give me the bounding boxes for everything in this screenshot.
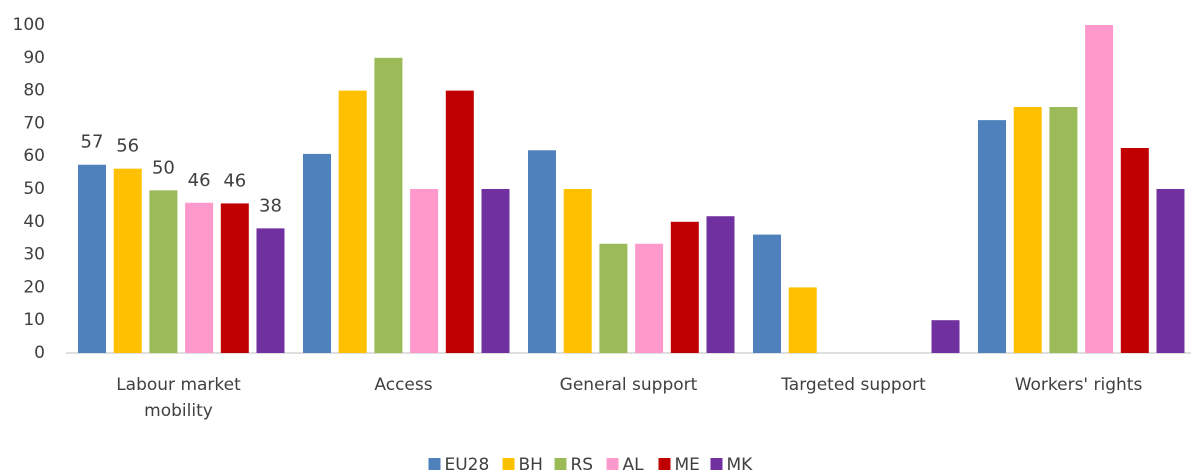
bar [113,168,142,353]
bar [185,202,214,353]
data-label: 46 [223,170,246,191]
bar [753,234,781,353]
bar [528,150,556,353]
y-tick-label: 50 [23,179,45,199]
data-label: 57 [81,132,104,153]
x-tick-label: General support [560,375,698,395]
bar [635,243,664,353]
bar [220,203,249,353]
y-tick-label: 40 [23,212,45,232]
y-tick-label: 10 [23,310,45,330]
legend-label: ME [675,455,700,475]
bar [1049,107,1078,353]
legend-label: MK [727,455,754,475]
bar [1120,148,1149,353]
bar [563,189,592,353]
data-label: 56 [116,136,139,157]
bar [599,243,628,353]
legend-label: AL [623,455,645,475]
y-tick-label: 60 [23,146,45,166]
bar [256,228,285,353]
legend-swatch [502,458,515,470]
bar [978,120,1006,354]
y-tick-label: 30 [23,245,45,265]
bar [1085,25,1114,353]
bar [374,57,403,354]
y-tick-label: 0 [34,343,45,363]
y-tick-label: 20 [23,277,45,297]
legend-swatch [606,458,619,470]
x-tick-label: Access [374,375,432,395]
x-tick-label: Workers' rights [1015,375,1143,395]
data-label: 38 [259,195,282,216]
bar [1156,189,1185,353]
bar [410,189,439,353]
x-tick-label: Labour market mobility [116,375,241,421]
y-tick-label: 80 [23,81,45,101]
y-tick-label: 100 [13,15,45,35]
data-label: 50 [152,157,175,178]
y-tick-label: 70 [23,113,45,133]
legend-label: BH [519,455,543,475]
bar [931,320,960,353]
bar [338,90,367,353]
bar [670,221,699,353]
legend-swatch [428,458,441,470]
bar [481,189,510,353]
bar [788,287,817,353]
legend-label: RS [571,455,594,475]
bar [706,216,735,353]
legend-swatch [554,458,567,470]
data-label: 46 [188,170,211,191]
y-tick-label: 90 [23,48,45,68]
x-tick-label: Targeted support [780,375,926,395]
bar [149,190,178,353]
legend-swatch [710,458,723,470]
bar [1013,107,1042,353]
legend-label: EU28 [445,455,490,475]
bar [78,164,106,353]
bar [303,153,331,353]
legend-swatch [658,458,671,470]
bar [445,90,474,353]
